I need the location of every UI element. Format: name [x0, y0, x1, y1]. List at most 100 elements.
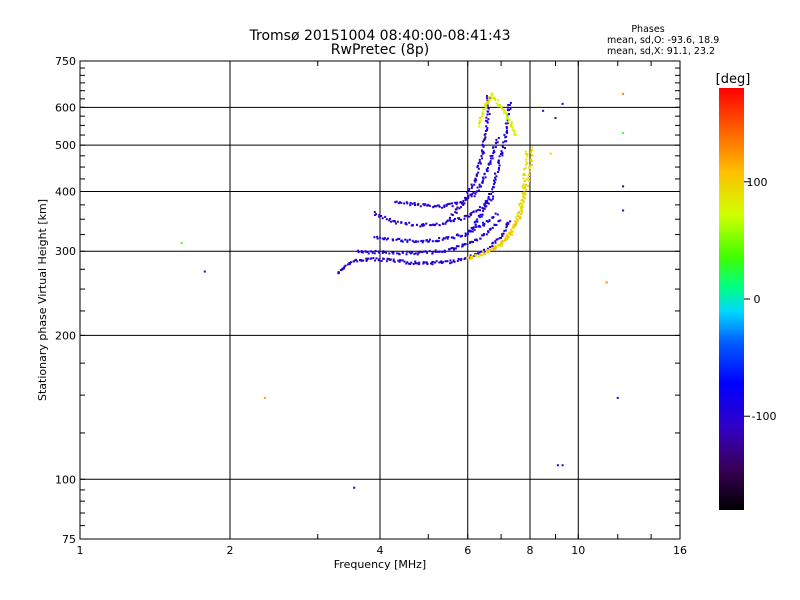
data-point [358, 259, 361, 262]
data-point [512, 224, 515, 227]
data-point [478, 158, 481, 161]
data-point [476, 186, 479, 189]
data-point [339, 269, 342, 272]
data-point [360, 250, 363, 253]
data-point [417, 202, 420, 205]
data-point [462, 204, 465, 207]
data-point [505, 126, 508, 129]
y-tick-label: 600 [55, 101, 76, 114]
data-point [431, 252, 434, 255]
data-point [418, 261, 421, 264]
data-point [392, 220, 395, 223]
data-point [493, 150, 496, 153]
data-point [497, 99, 500, 102]
data-point [501, 242, 504, 245]
data-point [434, 223, 437, 226]
y-axis-label: Stationary phase Virtual Height [km] [36, 199, 49, 401]
data-point [458, 217, 461, 220]
data-point [521, 202, 524, 205]
data-point [443, 237, 446, 240]
data-point [493, 181, 496, 184]
data-point [481, 144, 484, 147]
data-point [455, 211, 458, 214]
data-point [490, 96, 493, 99]
data-point [461, 243, 464, 246]
data-point [378, 251, 381, 254]
data-point [485, 168, 488, 171]
data-point [468, 188, 471, 191]
data-point [421, 224, 424, 227]
data-point [449, 219, 452, 222]
data-point [376, 235, 379, 238]
data-point [456, 259, 459, 262]
data-point [408, 251, 411, 254]
data-point [413, 202, 416, 205]
data-point [500, 105, 503, 108]
data-point [484, 133, 487, 136]
data-point [477, 252, 480, 255]
data-point [350, 261, 353, 264]
data-point [503, 109, 506, 112]
data-point [494, 176, 497, 179]
data-point [484, 136, 487, 139]
data-point [432, 205, 435, 208]
stats-heading: Phases [631, 24, 664, 35]
data-point [487, 162, 490, 165]
data-point [505, 226, 508, 229]
data-point [436, 240, 439, 243]
data-point [382, 250, 385, 253]
data-point [475, 238, 478, 241]
data-point [343, 265, 346, 268]
data-point [394, 201, 397, 204]
data-point [488, 99, 491, 102]
data-point [509, 107, 512, 110]
x-tick-label: 8 [527, 544, 534, 557]
data-point [409, 262, 412, 265]
data-point [489, 155, 492, 158]
data-point [453, 260, 456, 263]
data-point [515, 133, 518, 136]
data-point [423, 224, 426, 227]
x-tick-labels: 1 2 4 6 8 10 16 [77, 544, 688, 557]
data-point [482, 150, 485, 153]
data-point [496, 213, 499, 216]
data-point [472, 191, 475, 194]
data-point [406, 240, 409, 243]
data-point [453, 237, 456, 240]
data-point [483, 222, 486, 225]
data-point [494, 241, 497, 244]
data-point [507, 120, 510, 123]
data-point [449, 259, 452, 262]
y-tick-label: 400 [55, 185, 76, 198]
data-point [450, 220, 453, 223]
data-point [514, 220, 517, 223]
data-point [480, 149, 483, 152]
data-point [524, 185, 527, 188]
data-point [378, 213, 381, 216]
data-point [554, 116, 557, 119]
data-point [484, 137, 487, 140]
data-point [463, 214, 466, 217]
data-point [505, 127, 508, 130]
data-point [528, 166, 531, 169]
data-point [486, 97, 489, 100]
data-point [466, 215, 469, 218]
data-point [389, 217, 392, 220]
data-point [496, 141, 499, 144]
data-point [421, 241, 424, 244]
data-point [460, 218, 463, 221]
x-tick-label: 1 [77, 544, 84, 557]
data-point [515, 223, 518, 226]
data-point [399, 259, 402, 262]
data-point [438, 205, 441, 208]
data-point [503, 140, 506, 143]
y-tick-label: 750 [55, 55, 76, 68]
data-point [462, 244, 465, 247]
data-point [522, 196, 525, 199]
data-point [454, 247, 457, 250]
data-point [404, 238, 407, 241]
data-point [490, 95, 493, 98]
data-point [486, 100, 489, 103]
data-point [521, 206, 524, 209]
